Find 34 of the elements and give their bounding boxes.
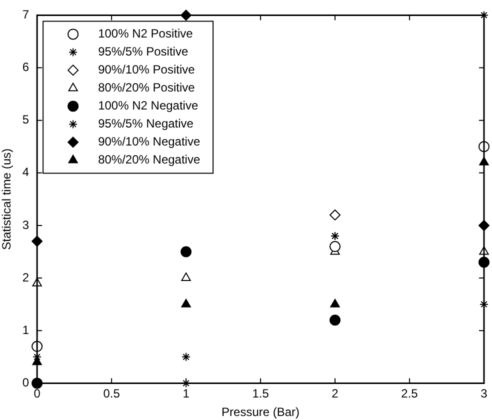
x-tick-label: 0.5 xyxy=(103,386,120,401)
x-axis-title: Pressure (Bar) xyxy=(222,405,300,420)
y-tick-label: 3 xyxy=(22,218,30,232)
legend-label: 90%/10% Negative xyxy=(98,134,200,149)
x-tick-label: 1.5 xyxy=(252,386,270,401)
point xyxy=(181,272,191,282)
legend-label: 100% N2 Negative xyxy=(98,98,198,113)
y-tick-label: 4 xyxy=(22,165,30,180)
point xyxy=(181,298,191,308)
x-tick-label: 3 xyxy=(480,386,488,401)
y-tick-label: 6 xyxy=(22,60,30,74)
legend-label: 90%/10% Positive xyxy=(98,62,196,77)
y-tick-label: 2 xyxy=(22,270,30,284)
y-tick-label: 5 xyxy=(22,112,30,127)
x-tick-label: 1 xyxy=(182,386,190,401)
y-tick-label: 0 xyxy=(22,376,30,390)
y-tick-label: 1 xyxy=(22,322,30,337)
x-tick-label: 0 xyxy=(34,386,41,401)
legend-label: 80%/20% Negative xyxy=(98,152,200,167)
point xyxy=(182,352,191,362)
legend-label: 100% N2 Positive xyxy=(98,26,194,41)
point xyxy=(180,246,192,258)
point xyxy=(32,352,42,362)
point xyxy=(330,314,341,326)
point xyxy=(330,298,340,308)
point xyxy=(330,209,341,220)
y-tick-label: 7 xyxy=(22,8,30,22)
legend-label: 95%/5% Positive xyxy=(98,44,188,59)
y-axis-title: Statistical time (us) xyxy=(0,148,14,250)
x-tick-label: 2.5 xyxy=(401,386,418,401)
legend-label: 80%/20% Positive xyxy=(98,80,196,95)
x-tick-label: 2 xyxy=(332,386,339,401)
point xyxy=(330,241,341,252)
legend-label: 95%/5% Negative xyxy=(98,116,194,131)
